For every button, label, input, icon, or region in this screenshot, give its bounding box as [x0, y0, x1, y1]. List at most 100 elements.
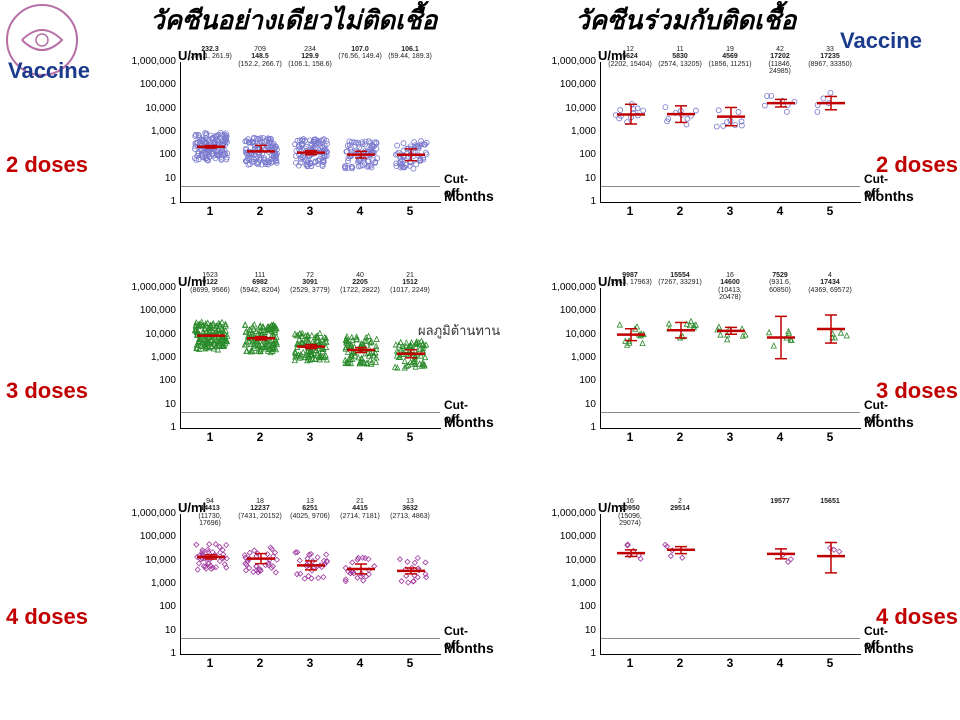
ytick: 1,000,000 [124, 57, 176, 67]
chart-L1: U/ml1101001,00010,000100,0001,000,000123… [120, 268, 450, 448]
ytick: 10,000 [124, 556, 176, 566]
ytick: 1,000,000 [544, 509, 596, 519]
ytick: 100 [544, 376, 596, 386]
xtick: 4 [770, 430, 790, 444]
xtick: 3 [720, 430, 740, 444]
ytick: 1,000,000 [544, 57, 596, 67]
xtick: 4 [770, 204, 790, 218]
xtick: 5 [400, 430, 420, 444]
ytick: 10 [124, 174, 176, 184]
ytick: 10 [544, 174, 596, 184]
ytick: 10,000 [124, 104, 176, 114]
group-stat: 106.1(59.44, 189.3) [388, 46, 432, 61]
xtick: 1 [200, 204, 220, 218]
ytick: 100,000 [124, 306, 176, 316]
ytick: 1 [124, 197, 176, 207]
xtick: 4 [770, 656, 790, 670]
xtick: 5 [820, 656, 840, 670]
ytick: 10 [544, 400, 596, 410]
xtick: 4 [350, 656, 370, 670]
xtick: 2 [670, 430, 690, 444]
chart-L2: U/ml1101001,00010,000100,0001,000,000123… [120, 494, 450, 674]
ytick: 100,000 [124, 532, 176, 542]
plot-area [600, 288, 861, 429]
plot-area [600, 514, 861, 655]
xtick: 4 [350, 204, 370, 218]
ytick: 100 [124, 602, 176, 612]
xtick: 1 [200, 656, 220, 670]
ytick: 1,000 [544, 127, 596, 137]
months-label: Months [864, 188, 914, 204]
ytick: 10 [124, 626, 176, 636]
xtick: 1 [620, 204, 640, 218]
xtick: 3 [720, 656, 740, 670]
ytick: 100 [544, 150, 596, 160]
doses-3-left: 3 doses [6, 378, 88, 404]
group-stat: 232.3(206.1, 261.9) [188, 46, 232, 61]
ytick: 100 [124, 376, 176, 386]
group-stat: 107.0(76.56, 149.4) [338, 46, 382, 61]
chart-L0: U/ml1101001,00010,000100,0001,000,000123… [120, 42, 450, 222]
xtick: 3 [300, 656, 320, 670]
ytick: 1 [544, 423, 596, 433]
doses-4-right: 4 doses [876, 604, 958, 630]
group-stat: 15651 [808, 498, 852, 505]
xtick: 3 [720, 204, 740, 218]
ytick: 10 [544, 626, 596, 636]
xtick: 2 [250, 656, 270, 670]
xtick: 5 [400, 656, 420, 670]
chart-R0: U/ml1101001,00010,000100,0001,000,000123… [540, 42, 870, 222]
group-stat: 229514 [658, 498, 702, 513]
chart-R1: U/ml1101001,00010,000100,0001,000,000123… [540, 268, 870, 448]
plot-area [180, 288, 441, 429]
doses-3-right: 3 doses [876, 378, 958, 404]
ytick: 1,000 [124, 353, 176, 363]
chart-R2: U/ml1101001,00010,000100,0001,000,000123… [540, 494, 870, 674]
ytick: 10,000 [544, 556, 596, 566]
ytick: 1 [544, 649, 596, 659]
ytick: 1,000 [544, 353, 596, 363]
vaccine-label-left: Vaccine [8, 58, 90, 84]
ytick: 10,000 [544, 104, 596, 114]
title-right: วัคซีนร่วมกับติดเชื้อ [575, 0, 796, 41]
months-label: Months [444, 188, 494, 204]
ytick: 100,000 [544, 532, 596, 542]
xtick: 2 [670, 656, 690, 670]
xtick: 3 [300, 204, 320, 218]
xtick: 1 [200, 430, 220, 444]
ytick: 100,000 [544, 80, 596, 90]
months-label: Months [444, 640, 494, 656]
months-label: Months [864, 640, 914, 656]
doses-4-left: 4 doses [6, 604, 88, 630]
ytick: 100 [544, 602, 596, 612]
ytick: 100,000 [544, 306, 596, 316]
xtick: 1 [620, 430, 640, 444]
ytick: 1,000,000 [124, 283, 176, 293]
xtick: 2 [250, 430, 270, 444]
ytick: 1,000 [544, 579, 596, 589]
months-label: Months [444, 414, 494, 430]
ytick: 1 [124, 423, 176, 433]
group-stat: 19577 [758, 498, 802, 505]
xtick: 3 [300, 430, 320, 444]
group-stat: 9987(5563, 17963) [608, 272, 652, 287]
plot-area [180, 62, 441, 203]
title-left: วัคซีนอย่างเดียวไม่ติดเชื้อ [150, 0, 437, 41]
xtick: 5 [820, 430, 840, 444]
ytick: 100,000 [124, 80, 176, 90]
plot-area [180, 514, 441, 655]
ytick: 10,000 [544, 330, 596, 340]
months-label: Months [864, 414, 914, 430]
ytick: 1,000,000 [124, 509, 176, 519]
xtick: 1 [620, 656, 640, 670]
ytick: 10 [124, 400, 176, 410]
ytick: 1 [124, 649, 176, 659]
xtick: 2 [670, 204, 690, 218]
xtick: 5 [820, 204, 840, 218]
ytick: 1,000,000 [544, 283, 596, 293]
ytick: 1,000 [124, 127, 176, 137]
group-stat: 15554(7267, 33291) [658, 272, 702, 287]
plot-area [600, 62, 861, 203]
xtick: 2 [250, 204, 270, 218]
doses-2-right: 2 doses [876, 152, 958, 178]
